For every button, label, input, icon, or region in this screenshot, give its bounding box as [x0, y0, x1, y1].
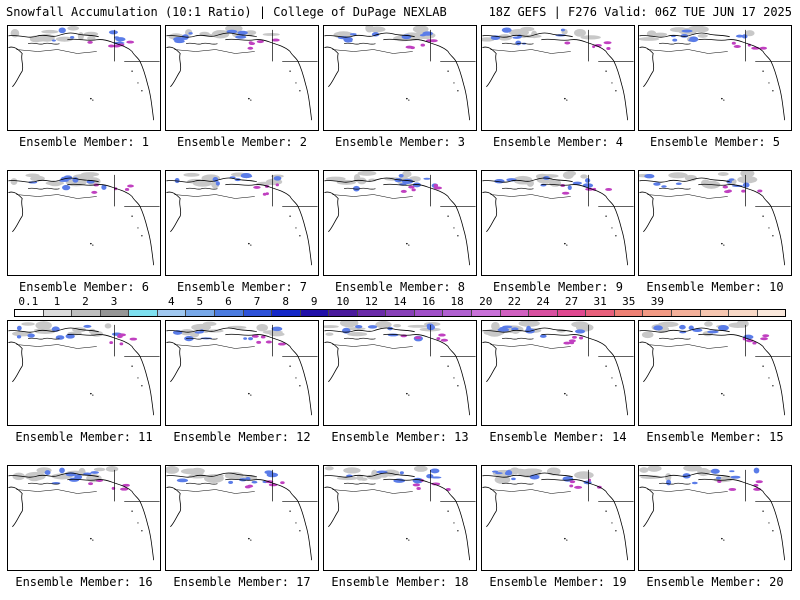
ensemble-member-map — [165, 25, 319, 131]
ensemble-member-map — [481, 320, 635, 426]
legend-color-box — [472, 310, 501, 316]
legend-tick-label: 12 — [364, 295, 379, 308]
legend-tick-label: 3 — [110, 295, 118, 308]
ensemble-member-label: Ensemble Member: 18 — [331, 575, 469, 589]
legend-color-box — [129, 310, 158, 316]
ensemble-member-label: Ensemble Member: 17 — [173, 575, 311, 589]
ensemble-member-label: Ensemble Member: 13 — [331, 430, 469, 444]
legend-tick-label: 0.1 — [18, 295, 39, 308]
legend-color-box — [443, 310, 472, 316]
legend-tick-label: 9 — [310, 295, 318, 308]
legend-color-box — [414, 310, 444, 316]
legend-tick-label: 2 — [82, 295, 89, 308]
ensemble-member-label: Ensemble Member: 20 — [646, 575, 784, 589]
ensemble-member-label: Ensemble Member: 4 — [492, 135, 624, 149]
legend-tick-label: 31 — [593, 295, 607, 308]
legend-tick-label: 7 — [253, 295, 261, 308]
ensemble-member-label: Ensemble Member: 15 — [646, 430, 784, 444]
ensemble-member-label: Ensemble Member: 2 — [176, 135, 308, 149]
legend-color-box — [757, 310, 786, 316]
ensemble-member-map — [7, 170, 161, 276]
legend-tick-label: 5 — [196, 295, 204, 308]
legend-tick-label: 18 — [450, 295, 464, 308]
ensemble-member-label: Ensemble Member: 16 — [15, 575, 153, 589]
ensemble-member-label: Ensemble Member: 7 — [176, 280, 308, 294]
ensemble-member-label: Ensemble Member: 1 — [18, 135, 150, 149]
legend-tick-label: 39 — [650, 295, 664, 308]
legend-color-box — [671, 310, 701, 316]
legend-color-box — [586, 310, 615, 316]
legend-color-box — [100, 310, 130, 316]
ensemble-member-map — [165, 320, 319, 426]
ensemble-member-label: Ensemble Member: 3 — [334, 135, 466, 149]
legend-tick-label: 27 — [564, 295, 579, 308]
legend-color-box — [357, 310, 387, 316]
chart-title: Snowfall Accumulation (10:1 Ratio) | Col… — [6, 5, 447, 19]
ensemble-member-label: Ensemble Member: 10 — [646, 280, 784, 294]
run-valid-time: 18Z GEFS | F276 Valid: 06Z TUE JUN 17 20… — [488, 5, 792, 19]
ensemble-member-map — [638, 170, 792, 276]
color-legend — [14, 309, 786, 317]
legend-color-box — [643, 310, 672, 316]
legend-color-box — [386, 310, 415, 316]
ensemble-member-map — [7, 465, 161, 571]
ensemble-member-label: Ensemble Member: 12 — [173, 430, 311, 444]
ensemble-member-label: Ensemble Member: 19 — [489, 575, 627, 589]
ensemble-member-map — [165, 465, 319, 571]
legend-color-box — [700, 310, 730, 316]
ensemble-member-label: Ensemble Member: 11 — [15, 430, 153, 444]
legend-tick-label: 22 — [507, 295, 521, 308]
legend-tick-label: 16 — [421, 295, 436, 308]
legend-tick-label: 35 — [622, 295, 636, 308]
ensemble-member-map — [638, 320, 792, 426]
ensemble-member-label: Ensemble Member: 14 — [489, 430, 627, 444]
legend-tick-label: 8 — [282, 295, 289, 308]
legend-tick-label: 6 — [225, 295, 232, 308]
ensemble-member-map — [481, 25, 635, 131]
legend-color-box — [614, 310, 644, 316]
ensemble-member-map — [481, 465, 635, 571]
legend-color-box — [729, 310, 758, 316]
legend-color-box — [15, 310, 44, 316]
ensemble-member-map — [323, 170, 477, 276]
ensemble-member-map — [481, 170, 635, 276]
ensemble-member-map — [323, 25, 477, 131]
ensemble-member-map — [323, 465, 477, 571]
ensemble-member-map — [7, 25, 161, 131]
ensemble-member-map — [165, 170, 319, 276]
legend-color-box — [529, 310, 558, 316]
legend-tick-label: 20 — [479, 295, 493, 308]
ensemble-member-map — [638, 25, 792, 131]
legend-color-box — [557, 310, 587, 316]
legend-tick-label: 14 — [393, 295, 407, 308]
legend-color-box — [72, 310, 101, 316]
legend-tick-label: 1 — [53, 295, 61, 308]
legend-color-box — [214, 310, 244, 316]
legend-tick-label: 10 — [336, 295, 350, 308]
ensemble-member-map — [7, 320, 161, 426]
legend-tick-label: 24 — [536, 295, 550, 308]
legend-color-box — [243, 310, 273, 316]
legend-color-box — [157, 310, 187, 316]
legend-color-box — [272, 310, 301, 316]
ensemble-member-label: Ensemble Member: 9 — [492, 280, 624, 294]
legend-color-box — [329, 310, 358, 316]
legend-color-box — [300, 310, 330, 316]
legend-color-box — [43, 310, 73, 316]
legend-tick-label: 4 — [167, 295, 175, 308]
legend-color-box — [500, 310, 530, 316]
ensemble-member-label: Ensemble Member: 8 — [334, 280, 466, 294]
ensemble-member-map — [323, 320, 477, 426]
legend-color-box — [186, 310, 215, 316]
ensemble-member-label: Ensemble Member: 5 — [649, 135, 781, 149]
ensemble-member-label: Ensemble Member: 6 — [18, 280, 150, 294]
ensemble-member-map — [638, 465, 792, 571]
